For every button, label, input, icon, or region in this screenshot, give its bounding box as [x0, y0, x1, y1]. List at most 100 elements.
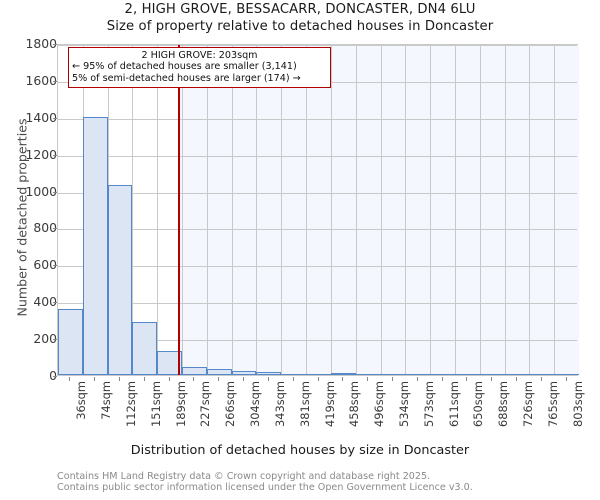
y-axis-tick-label: 1400 [25, 109, 57, 125]
x-axis-tick-label: 151sqm [148, 381, 163, 428]
y-axis-tick-label: 1600 [25, 72, 57, 88]
y-axis-tick-mark [53, 117, 57, 119]
gridline [157, 45, 158, 375]
bar [554, 374, 579, 375]
y-axis-tick-label: 1000 [25, 183, 57, 199]
y-axis-tick-label: 200 [33, 331, 57, 347]
bar [83, 116, 108, 375]
gridline [132, 45, 133, 375]
x-axis-tick-label: 573sqm [421, 381, 436, 428]
x-axis-tick-mark [69, 377, 70, 381]
bar [157, 351, 182, 375]
gridline [554, 45, 555, 375]
x-axis-tick-label: 381sqm [297, 381, 312, 428]
x-axis-tick-label: 611sqm [446, 381, 461, 428]
y-axis-tick-mark [53, 191, 57, 193]
x-axis-tick-mark [268, 377, 269, 381]
gridline [281, 45, 282, 375]
footer-line-1: Contains HM Land Registry data © Crown c… [57, 471, 431, 482]
gridline [58, 229, 577, 230]
gridline [58, 45, 577, 46]
gridline [455, 45, 456, 375]
bar [455, 374, 480, 375]
y-axis-tick-mark [53, 376, 57, 377]
gridline [207, 45, 208, 375]
property-marker-line [178, 45, 181, 375]
x-axis-tick-mark [466, 377, 467, 381]
annotation-line-1: 2 HIGH GROVE: 203sqm [141, 50, 258, 61]
x-axis-tick-mark [491, 377, 492, 381]
x-axis-tick-mark [144, 377, 145, 381]
gridline [306, 45, 307, 375]
x-axis-tick-label: 419sqm [322, 381, 337, 428]
plot-area [57, 44, 579, 376]
bar [505, 374, 529, 375]
bar [405, 374, 430, 375]
bar [529, 374, 554, 375]
shaded-region [179, 45, 579, 375]
x-axis-tick-label: 650sqm [471, 381, 486, 428]
x-axis-tick-mark [417, 377, 418, 381]
x-axis-tick-label: 74sqm [99, 381, 114, 420]
x-axis-tick-mark [367, 377, 368, 381]
x-axis-tick-label: 227sqm [198, 381, 213, 428]
y-axis-tick-mark [53, 265, 57, 267]
x-axis-tick-label: 496sqm [372, 381, 387, 428]
y-axis-tick-label: 800 [33, 220, 57, 236]
y-axis-tick-mark [53, 339, 57, 341]
y-axis-tick-label: 1800 [25, 36, 57, 51]
y-axis-tick-label: 1200 [25, 146, 57, 162]
x-axis-tick-mark [442, 377, 443, 381]
annotation-box: 2 HIGH GROVE: 203sqm ← 95% of detached h… [68, 47, 331, 89]
annotation-line-2: ← 95% of detached houses are smaller (3,… [72, 61, 297, 73]
x-axis-tick-label: 688sqm [496, 381, 511, 428]
x-axis-tick-label: 266sqm [223, 381, 238, 428]
bar [306, 374, 331, 375]
y-axis-tick-mark [53, 154, 57, 156]
bar [207, 368, 232, 375]
y-axis-tick-mark [53, 80, 57, 82]
x-axis-tick-mark [516, 377, 517, 381]
footer-attribution: Contains HM Land Registry data © Crown c… [57, 471, 597, 494]
x-axis-tick-label: 189sqm [173, 381, 188, 428]
x-axis-tick-mark [293, 377, 294, 381]
bar [108, 185, 132, 375]
gridline [58, 266, 577, 267]
bar [356, 374, 381, 375]
gridline [58, 303, 577, 304]
gridline [331, 45, 332, 375]
bar [232, 370, 256, 375]
bar [480, 374, 505, 375]
x-axis-tick-mark [541, 377, 542, 381]
gridline [182, 45, 183, 375]
x-axis-tick-label: 36sqm [74, 381, 89, 420]
gridline [529, 45, 530, 375]
x-axis-tick-label: 304sqm [248, 381, 263, 428]
y-axis-tick-mark [53, 228, 57, 230]
bar [132, 321, 157, 375]
x-axis-tick-mark [193, 377, 194, 381]
chart-subtitle: Size of property relative to detached ho… [106, 19, 494, 34]
x-axis-tick-mark [94, 377, 95, 381]
bar [381, 374, 405, 375]
gridline [405, 45, 406, 375]
x-axis-label: Distribution of detached houses by size … [130, 443, 470, 458]
x-axis-tick-mark [119, 377, 120, 381]
bar [281, 374, 306, 375]
bar [430, 374, 455, 375]
y-axis-tick-mark [53, 44, 57, 45]
x-axis-tick-mark [169, 377, 170, 381]
bar [58, 308, 83, 375]
y-axis-tick-label: 600 [33, 257, 57, 273]
x-axis-tick-mark [392, 377, 393, 381]
gridline [58, 340, 577, 341]
x-axis-tick-mark [318, 377, 319, 381]
x-axis-tick-label: 765sqm [545, 381, 560, 428]
gridline [480, 45, 481, 375]
x-axis-tick-label: 458sqm [347, 381, 362, 428]
bar [182, 367, 207, 375]
x-axis-tick-label: 343sqm [272, 381, 287, 428]
gridline [58, 119, 577, 120]
x-axis-tick-label: 726sqm [520, 381, 535, 428]
